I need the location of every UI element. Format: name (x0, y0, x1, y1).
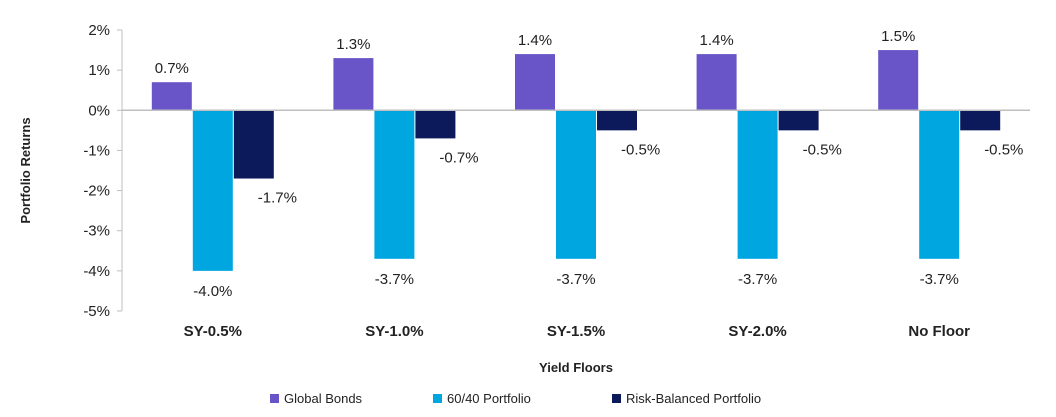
bar (415, 110, 456, 139)
x-axis: SY-0.5% SY-1.0% SY-1.5% SY-2.0% No Floor (184, 323, 971, 340)
bar (151, 82, 192, 111)
legend-swatch (433, 394, 442, 403)
y-tick-label: -3% (83, 223, 110, 240)
legend-swatch (612, 394, 621, 403)
data-label: -0.5% (803, 141, 842, 158)
data-label: 1.4% (518, 32, 552, 49)
bar (515, 54, 555, 111)
bar (374, 110, 415, 259)
bar (919, 110, 960, 259)
bar (233, 110, 274, 179)
y-tick-label: 2% (88, 22, 110, 39)
data-label: -0.5% (621, 141, 660, 158)
bar (597, 110, 637, 131)
y-tick-label: 0% (88, 102, 110, 119)
data-label: 0.7% (155, 60, 189, 77)
data-label: -3.7% (738, 271, 777, 288)
bar (778, 110, 819, 131)
y-tick-label: 1% (88, 62, 110, 79)
data-label: -1.7% (258, 190, 297, 207)
data-label: -0.5% (984, 141, 1023, 158)
data-label: -3.7% (375, 271, 414, 288)
x-tick-label: SY-1.0% (365, 323, 423, 340)
bars (151, 50, 1001, 271)
x-tick-label: SY-2.0% (728, 323, 786, 340)
legend-label: Risk-Balanced Portfolio (626, 391, 761, 406)
bar (192, 110, 233, 271)
data-label: 1.4% (699, 32, 733, 49)
data-labels: 0.7% -4.0% -1.7% 1.3% -3.7% -0.7% 1.4% -3.7% -0.… (155, 28, 1024, 300)
data-label: 1.5% (881, 28, 915, 45)
y-tick-label: -2% (83, 183, 110, 200)
y-axis-title: Portfolio Returns (18, 117, 33, 223)
data-label: -4.0% (193, 283, 232, 300)
x-tick-label: No Floor (908, 323, 970, 340)
legend-label: Global Bonds (284, 391, 363, 406)
data-label: -3.7% (556, 271, 595, 288)
legend: Global Bonds 60/40 Portfolio Risk-Balanced… (270, 391, 761, 406)
data-label: -0.7% (439, 149, 478, 166)
y-tick-label: -5% (83, 303, 110, 320)
legend-swatch (270, 394, 279, 403)
bar (737, 110, 778, 259)
bar (333, 58, 374, 111)
bar (960, 110, 1001, 131)
data-label: 1.3% (336, 36, 370, 53)
x-tick-label: SY-1.5% (547, 323, 605, 340)
legend-label: 60/40 Portfolio (447, 391, 531, 406)
x-axis-title: Yield Floors (539, 360, 613, 375)
bar (556, 110, 596, 259)
y-axis: 2% 1% 0% -1% -2% -3% -4% -5% (83, 22, 123, 320)
bar (878, 50, 919, 111)
y-tick-label: -1% (83, 142, 110, 159)
data-label: -3.7% (920, 271, 959, 288)
bar (696, 54, 737, 111)
y-tick-label: -4% (83, 263, 110, 280)
x-tick-label: SY-0.5% (184, 323, 242, 340)
